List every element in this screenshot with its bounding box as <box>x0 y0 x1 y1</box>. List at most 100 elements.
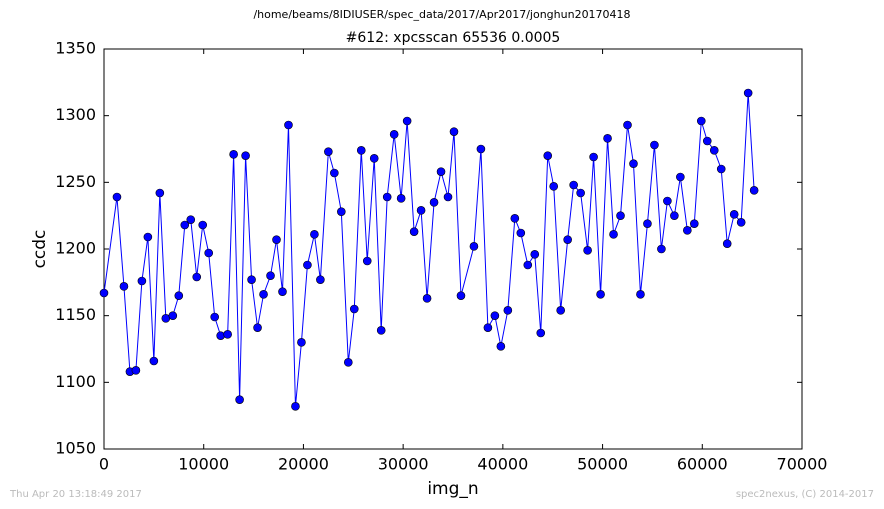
data-point <box>112 192 122 202</box>
data-point <box>402 116 412 126</box>
x-tick-label: 50000 <box>577 455 628 474</box>
data-point <box>469 242 479 251</box>
data-point <box>241 151 250 160</box>
data-point <box>490 311 500 320</box>
data-point <box>483 323 493 332</box>
data-point <box>198 220 208 230</box>
data-point <box>456 291 466 300</box>
data-point <box>743 88 753 98</box>
data-point <box>330 168 339 178</box>
data-point <box>609 230 618 239</box>
data-point <box>569 180 578 190</box>
data-line <box>103 92 755 407</box>
data-point <box>496 342 506 351</box>
data-point <box>192 272 202 282</box>
data-point <box>310 230 319 239</box>
data-point <box>131 366 141 375</box>
data-point <box>690 219 699 228</box>
data-point <box>247 275 256 284</box>
data-point <box>583 246 592 255</box>
data-point <box>543 151 553 160</box>
data-point <box>303 260 312 270</box>
data-point <box>369 154 379 163</box>
data-point <box>436 167 446 176</box>
data-point <box>229 150 238 159</box>
x-tick-label: 70000 <box>777 455 828 474</box>
data-point <box>409 227 419 236</box>
data-point <box>324 147 333 156</box>
data-point <box>629 159 638 168</box>
y-tick-label: 1350 <box>55 39 96 58</box>
data-point <box>749 186 759 195</box>
data-point <box>636 290 645 299</box>
y-tick-label: 1300 <box>55 105 96 124</box>
y-tick-label: 1050 <box>55 439 96 458</box>
data-point <box>180 220 190 230</box>
data-point <box>549 182 559 191</box>
y-tick-label: 1150 <box>55 305 96 324</box>
data-point <box>729 210 739 219</box>
header: /home/beams/8IDIUSER/spec_data/2017/Apr2… <box>253 8 630 21</box>
data-point <box>510 214 520 223</box>
x-tick-label: 40000 <box>477 455 528 474</box>
y-tick-label: 1100 <box>55 372 96 391</box>
x-tick-label: 30000 <box>378 455 429 474</box>
data-point <box>376 326 386 335</box>
data-point <box>523 260 533 270</box>
data-point <box>186 215 196 224</box>
data-point <box>119 282 129 291</box>
data-point <box>155 188 165 198</box>
data-point <box>253 323 262 332</box>
data-point <box>616 211 625 220</box>
x-tick-label: 20000 <box>278 455 329 474</box>
data-point <box>284 120 293 130</box>
data-point <box>278 287 287 296</box>
data-point <box>204 248 213 258</box>
data-point <box>476 144 486 154</box>
x-axis-label: img_n <box>427 479 478 499</box>
data-point <box>291 402 300 411</box>
y-axis-label: ccdc <box>30 230 50 269</box>
x-tick-label: 0 <box>99 455 109 474</box>
data-point <box>516 228 526 238</box>
data-point <box>576 188 585 198</box>
data-point <box>722 239 732 248</box>
data-point <box>536 328 546 338</box>
data-point <box>657 244 666 254</box>
data-point <box>623 120 632 130</box>
data-point <box>443 192 453 202</box>
data-point <box>396 194 406 203</box>
data-point <box>343 358 353 367</box>
data-point <box>266 271 275 280</box>
data-point <box>603 134 612 143</box>
data-point <box>676 172 685 182</box>
data-point <box>650 140 659 150</box>
data-point <box>670 211 679 220</box>
data-point <box>382 192 392 202</box>
x-tick-label: 60000 <box>677 455 728 474</box>
y-tick-label: 1250 <box>55 172 96 191</box>
data-point <box>168 311 178 320</box>
data-point <box>696 116 706 126</box>
data-point <box>216 331 225 340</box>
data-point <box>143 232 153 242</box>
chart-title: #612: xpcsscan 65536 0.0005 <box>346 30 561 46</box>
data-point <box>99 288 109 298</box>
footer-left: Thu Apr 20 13:18:49 2017 <box>9 489 142 500</box>
data-point <box>643 219 652 228</box>
data-point <box>316 275 325 284</box>
data-point <box>563 235 572 244</box>
x-tick-label: 10000 <box>178 455 229 474</box>
data-point <box>272 235 281 244</box>
data-point <box>223 330 232 339</box>
data-point <box>449 127 459 136</box>
footer-right: spec2nexus, (C) 2014-2017 <box>736 489 874 500</box>
data-point <box>716 164 726 174</box>
data-point <box>297 338 306 347</box>
data-point <box>362 256 372 266</box>
data-point <box>556 306 565 315</box>
data-point <box>503 306 513 315</box>
data-point <box>663 196 672 206</box>
